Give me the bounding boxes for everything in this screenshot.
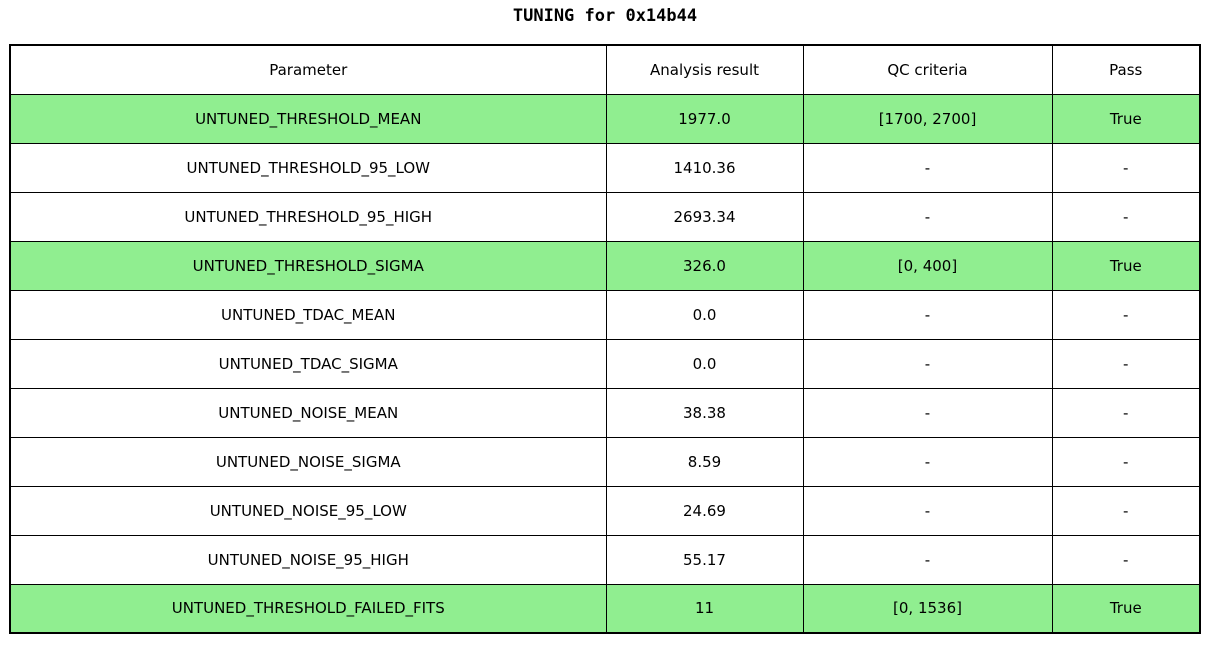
table-row: UNTUNED_THRESHOLD_95_LOW 1410.36 - -	[9, 142, 1201, 193]
qc-cell: -	[802, 142, 1053, 193]
pass-cell: True	[1051, 93, 1201, 144]
parameter-cell: UNTUNED_TDAC_SIGMA	[9, 338, 607, 389]
parameter-cell: UNTUNED_THRESHOLD_95_HIGH	[9, 191, 607, 242]
table-row: UNTUNED_THRESHOLD_95_HIGH 2693.34 - -	[9, 191, 1201, 242]
header-qc-criteria: QC criteria	[802, 44, 1053, 95]
pass-cell: -	[1051, 534, 1201, 585]
table-row: UNTUNED_THRESHOLD_MEAN 1977.0 [1700, 270…	[9, 93, 1201, 144]
result-cell: 38.38	[605, 387, 804, 438]
qc-cell: -	[802, 485, 1053, 536]
pass-cell: -	[1051, 436, 1201, 487]
result-cell: 55.17	[605, 534, 804, 585]
parameter-cell: UNTUNED_NOISE_95_LOW	[9, 485, 607, 536]
table-row: UNTUNED_NOISE_95_LOW 24.69 - -	[9, 485, 1201, 536]
pass-cell: -	[1051, 485, 1201, 536]
header-pass: Pass	[1051, 44, 1201, 95]
parameter-cell: UNTUNED_THRESHOLD_95_LOW	[9, 142, 607, 193]
pass-cell: True	[1051, 240, 1201, 291]
result-cell: 0.0	[605, 289, 804, 340]
qc-cell: -	[802, 436, 1053, 487]
result-cell: 8.59	[605, 436, 804, 487]
qc-results-table: Parameter Analysis result QC criteria Pa…	[9, 44, 1201, 634]
pass-cell: -	[1051, 191, 1201, 242]
figure-title: TUNING for 0x14b44	[512, 6, 698, 26]
pass-cell: -	[1051, 387, 1201, 438]
pass-cell: -	[1051, 142, 1201, 193]
result-cell: 24.69	[605, 485, 804, 536]
qc-cell: -	[802, 289, 1053, 340]
result-cell: 1977.0	[605, 93, 804, 144]
parameter-cell: UNTUNED_NOISE_SIGMA	[9, 436, 607, 487]
result-cell: 1410.36	[605, 142, 804, 193]
header-analysis-result: Analysis result	[605, 44, 804, 95]
parameter-cell: UNTUNED_THRESHOLD_FAILED_FITS	[9, 583, 607, 634]
pass-cell: -	[1051, 338, 1201, 389]
parameter-cell: UNTUNED_THRESHOLD_SIGMA	[9, 240, 607, 291]
result-cell: 326.0	[605, 240, 804, 291]
qc-cell: -	[802, 191, 1053, 242]
table-row: UNTUNED_NOISE_MEAN 38.38 - -	[9, 387, 1201, 438]
parameter-cell: UNTUNED_NOISE_95_HIGH	[9, 534, 607, 585]
pass-cell: True	[1051, 583, 1201, 634]
table-row: UNTUNED_NOISE_SIGMA 8.59 - -	[9, 436, 1201, 487]
table-row: UNTUNED_THRESHOLD_SIGMA 326.0 [0, 400] T…	[9, 240, 1201, 291]
table-row: UNTUNED_TDAC_SIGMA 0.0 - -	[9, 338, 1201, 389]
result-cell: 2693.34	[605, 191, 804, 242]
header-parameter: Parameter	[9, 44, 607, 95]
result-cell: 11	[605, 583, 804, 634]
table-row: UNTUNED_NOISE_95_HIGH 55.17 - -	[9, 534, 1201, 585]
qc-cell: [0, 1536]	[802, 583, 1053, 634]
header-row: Parameter Analysis result QC criteria Pa…	[9, 44, 1201, 95]
result-cell: 0.0	[605, 338, 804, 389]
parameter-cell: UNTUNED_NOISE_MEAN	[9, 387, 607, 438]
parameter-cell: UNTUNED_THRESHOLD_MEAN	[9, 93, 607, 144]
qc-cell: -	[802, 387, 1053, 438]
table-row: UNTUNED_THRESHOLD_FAILED_FITS 11 [0, 153…	[9, 583, 1201, 634]
qc-cell: [0, 400]	[802, 240, 1053, 291]
qc-cell: -	[802, 534, 1053, 585]
parameter-cell: UNTUNED_TDAC_MEAN	[9, 289, 607, 340]
pass-cell: -	[1051, 289, 1201, 340]
qc-cell: -	[802, 338, 1053, 389]
qc-cell: [1700, 2700]	[802, 93, 1053, 144]
table-row: UNTUNED_TDAC_MEAN 0.0 - -	[9, 289, 1201, 340]
